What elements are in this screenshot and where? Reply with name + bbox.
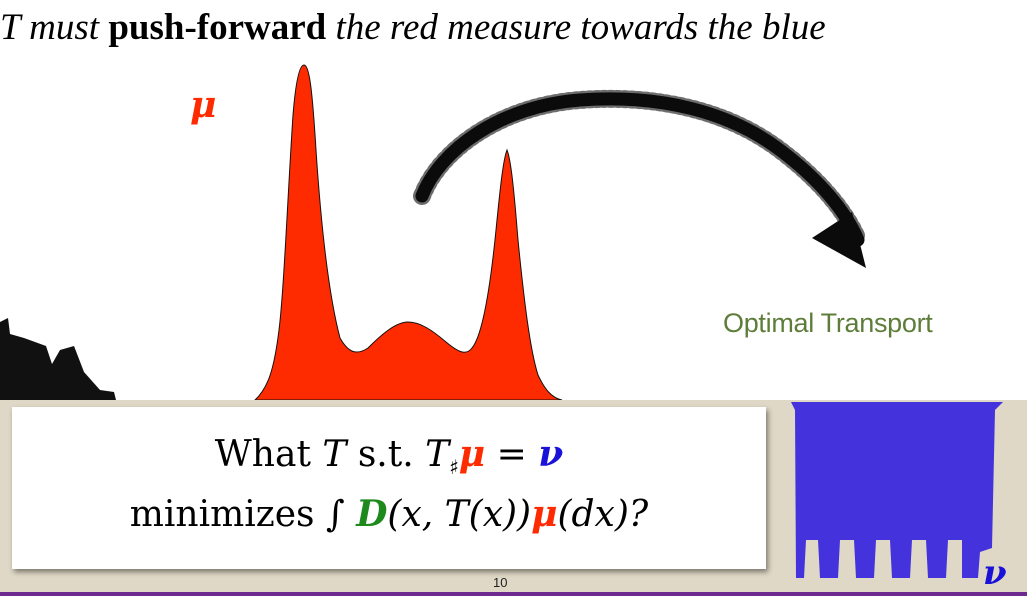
title-part1: T must <box>0 7 100 48</box>
q-T: T <box>322 434 347 475</box>
arrow-icon <box>413 89 867 268</box>
optimal-transport-label: Optimal Transport <box>723 308 933 338</box>
q-mu2: μ <box>531 493 558 535</box>
bottom-rule <box>0 592 1027 596</box>
q-dx: (dx)? <box>557 494 649 535</box>
blue-measure <box>791 402 1003 578</box>
q-D: D <box>356 493 388 535</box>
nu-label: ν <box>983 553 1007 593</box>
page-number: 10 <box>493 575 508 590</box>
title-bold: push-forward <box>108 7 327 48</box>
question-line-1: What T s.t. T♯μ = ν <box>12 433 766 479</box>
q-T2: T <box>425 434 450 475</box>
q-minimizes: minimizes <box>129 494 326 535</box>
question-line-2: minimizes ∫ D(x, T(x))μ(dx)? <box>12 493 766 535</box>
q-mu: μ <box>458 433 486 475</box>
title-part2: the red measure towards the blue <box>335 7 826 48</box>
bulldozer-icon <box>0 318 116 400</box>
q-what: What <box>214 434 323 475</box>
mu-label: μ <box>190 84 217 126</box>
question-box: What T s.t. T♯μ = ν minimizes ∫ D(x, T(x… <box>12 407 766 569</box>
q-integral: ∫ <box>325 494 357 535</box>
q-eq: = <box>485 434 539 475</box>
q-args: (x, T(x)) <box>387 494 532 535</box>
q-sharp: ♯ <box>449 455 459 480</box>
slide-title: T must push-forward the red measure towa… <box>0 6 1027 50</box>
q-st: s.t. <box>346 434 426 475</box>
q-nu: ν <box>538 433 564 475</box>
red-measure <box>253 64 563 401</box>
